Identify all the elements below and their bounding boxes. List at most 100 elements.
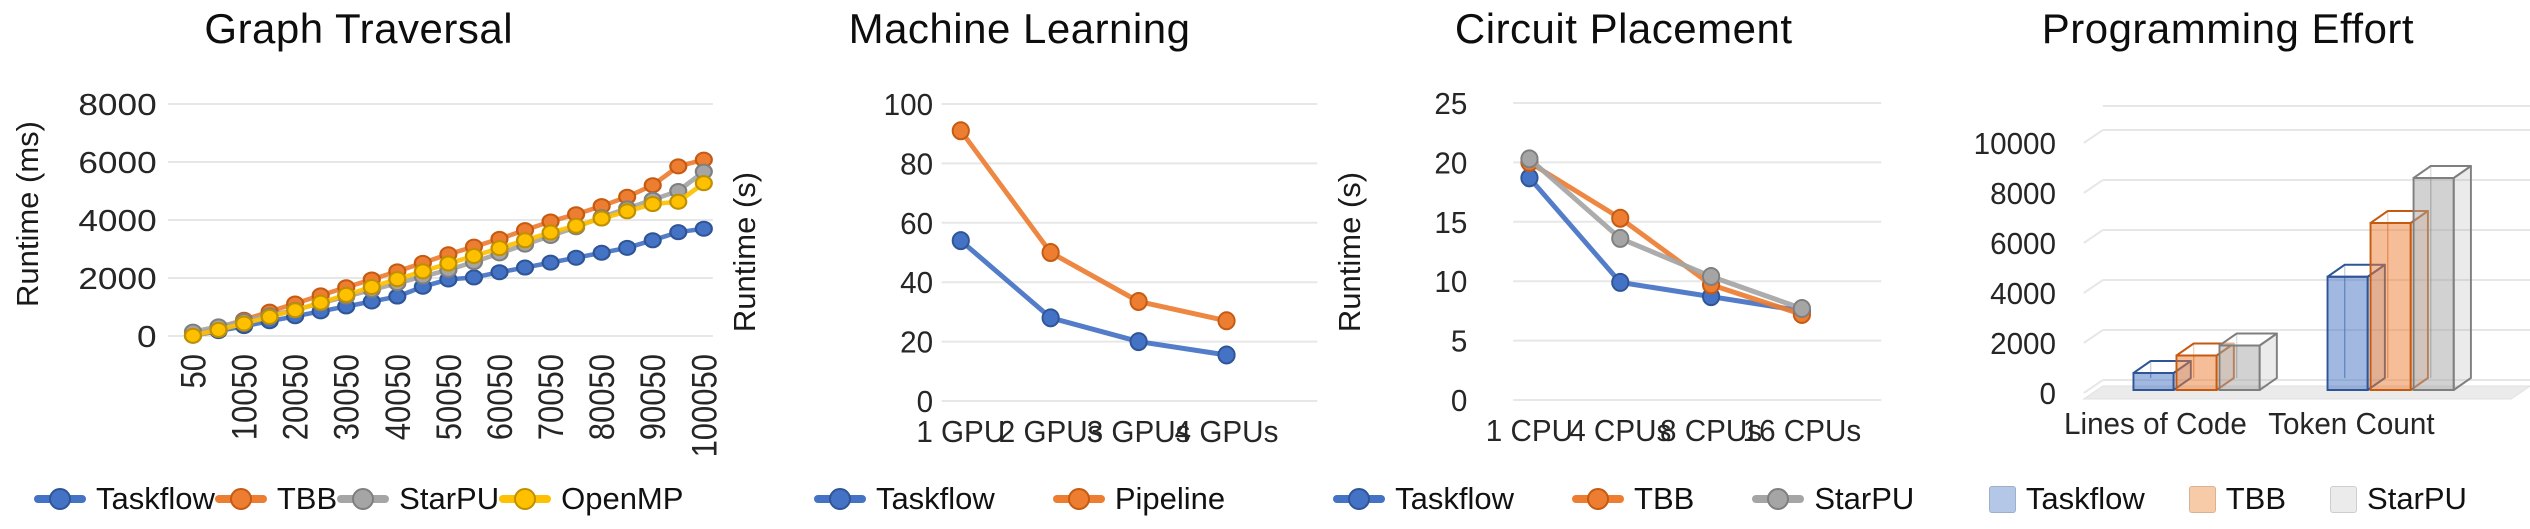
chart-title-graph-traversal: Graph Traversal bbox=[204, 5, 514, 52]
legend-label: TBB bbox=[1634, 481, 1695, 516]
legend-label: Taskflow bbox=[2025, 481, 2145, 516]
svg-text:50050: 50050 bbox=[430, 354, 469, 440]
line-marker-icon bbox=[214, 488, 267, 510]
svg-text:60050: 60050 bbox=[481, 354, 520, 440]
legend-label: OpenMP bbox=[561, 481, 684, 516]
line-marker-icon bbox=[1572, 488, 1625, 510]
plot-area-circuit-placement: Runtime (s) 0 5 10 15 20 25 1 CPU 4 CPUs 8 CPUs 1… bbox=[1322, 56, 1926, 469]
svg-text:6000: 6000 bbox=[78, 146, 156, 181]
svg-text:20: 20 bbox=[1434, 147, 1467, 181]
svg-text:60: 60 bbox=[901, 207, 934, 241]
svg-text:15: 15 bbox=[1434, 206, 1467, 240]
line-marker-icon bbox=[1752, 488, 1805, 510]
legend-label: TBB bbox=[276, 481, 338, 516]
line-marker-icon bbox=[1333, 488, 1386, 510]
legend: Taskflow TBB StarPU bbox=[1322, 469, 1926, 529]
legend-item-pipeline: Pipeline bbox=[1052, 481, 1226, 517]
legend-label: StarPU bbox=[399, 481, 500, 516]
svg-text:80: 80 bbox=[901, 148, 934, 182]
plot-area-graph-traversal: Runtime (ms) 0 2000 4000 6000 8000 50 10050 200… bbox=[0, 56, 717, 469]
line-marker-icon bbox=[813, 488, 866, 510]
legend-item-openmp: OpenMP bbox=[499, 481, 683, 517]
plot-area-programming-effort: 0 2000 4000 6000 8000 10000 Lines of Code Token… bbox=[1926, 56, 2530, 469]
svg-text:10050: 10050 bbox=[226, 354, 265, 440]
legend-label: TBB bbox=[2225, 481, 2287, 516]
svg-text:0: 0 bbox=[1450, 384, 1466, 418]
legend-item-starpu: StarPU bbox=[337, 481, 499, 517]
svg-text:40050: 40050 bbox=[379, 354, 418, 440]
legend-label: StarPU bbox=[1814, 481, 1915, 516]
chart-title-programming-effort: Programming Effort bbox=[2041, 5, 2415, 52]
svg-text:6000: 6000 bbox=[1990, 227, 2056, 261]
svg-text:4 GPUs: 4 GPUs bbox=[1175, 415, 1279, 449]
svg-text:2 GPUs: 2 GPUs bbox=[999, 415, 1103, 449]
svg-text:16 CPUs: 16 CPUs bbox=[1742, 414, 1861, 448]
legend-item-starpu: StarPU bbox=[2330, 481, 2467, 517]
chart-panel-graph-traversal: Graph Traversal Runtime (ms) 0 2000 4000 60… bbox=[0, 0, 717, 529]
bar-swatch-icon bbox=[2188, 485, 2216, 513]
svg-text:8000: 8000 bbox=[78, 88, 156, 123]
svg-text:100050: 100050 bbox=[686, 354, 718, 457]
legend-item-tbb: TBB bbox=[2188, 481, 2287, 517]
legend-label: Taskflow bbox=[875, 481, 995, 516]
legend-label: Taskflow bbox=[1395, 481, 1515, 516]
line-marker-icon bbox=[337, 488, 390, 510]
svg-text:2000: 2000 bbox=[1990, 327, 2056, 361]
legend-label: Taskflow bbox=[96, 481, 215, 516]
svg-text:10: 10 bbox=[1434, 266, 1467, 300]
legend-item-taskflow: Taskflow bbox=[813, 481, 995, 517]
legend-item-taskflow: Taskflow bbox=[1333, 481, 1514, 517]
svg-text:2000: 2000 bbox=[78, 262, 156, 297]
y-axis-title: Runtime (s) bbox=[727, 171, 763, 333]
legend: Taskflow Pipeline bbox=[717, 469, 1321, 529]
svg-text:50: 50 bbox=[175, 354, 214, 388]
legend: Taskflow TBB StarPU bbox=[1926, 469, 2530, 529]
legend-item-tbb: TBB bbox=[1572, 481, 1694, 517]
svg-text:4000: 4000 bbox=[78, 204, 156, 239]
svg-text:100: 100 bbox=[884, 88, 933, 122]
svg-text:10000: 10000 bbox=[1973, 127, 2055, 161]
legend-label: StarPU bbox=[2367, 481, 2467, 516]
svg-text:20050: 20050 bbox=[277, 354, 316, 440]
svg-text:8000: 8000 bbox=[1990, 177, 2056, 211]
chart-panel-circuit-placement: Circuit Placement Runtime (s) 0 5 10 15 20 25… bbox=[1322, 0, 1926, 529]
svg-text:5: 5 bbox=[1450, 325, 1466, 359]
plot-area-machine-learning: Runtime (s) 0 20 40 60 80 100 1 GPU 2 GPUs 3 GPU… bbox=[717, 56, 1321, 469]
svg-text:30050: 30050 bbox=[328, 354, 367, 440]
legend-item-taskflow: Taskflow bbox=[34, 481, 215, 517]
line-marker-icon bbox=[1052, 488, 1105, 510]
svg-text:8 CPUs: 8 CPUs bbox=[1660, 414, 1762, 448]
svg-text:1 GPU: 1 GPU bbox=[917, 415, 1006, 449]
svg-text:4 CPUs: 4 CPUs bbox=[1569, 414, 1671, 448]
svg-text:Token Count: Token Count bbox=[2268, 407, 2435, 441]
legend-item-taskflow: Taskflow bbox=[1988, 481, 2145, 517]
svg-text:90050: 90050 bbox=[634, 354, 673, 440]
legend: Taskflow TBB StarPU OpenMP bbox=[0, 469, 717, 529]
y-axis-title: Runtime (ms) bbox=[10, 120, 45, 308]
y-axis-title: Runtime (s) bbox=[1331, 171, 1367, 333]
svg-text:0: 0 bbox=[137, 320, 157, 355]
legend-item-starpu: StarPU bbox=[1752, 481, 1914, 517]
svg-text:70050: 70050 bbox=[532, 354, 571, 440]
svg-text:25: 25 bbox=[1434, 87, 1467, 121]
svg-text:4000: 4000 bbox=[1990, 277, 2056, 311]
svg-text:0: 0 bbox=[2039, 377, 2055, 411]
line-marker-icon bbox=[34, 488, 86, 510]
svg-text:3 GPUs: 3 GPUs bbox=[1087, 415, 1191, 449]
chart-panel-machine-learning: Machine Learning Runtime (s) 0 20 40 60 80 10… bbox=[717, 0, 1321, 529]
chart-title-machine-learning: Machine Learning bbox=[848, 5, 1191, 52]
svg-text:20: 20 bbox=[901, 326, 934, 360]
line-marker-icon bbox=[499, 488, 552, 510]
svg-text:40: 40 bbox=[901, 267, 934, 301]
svg-text:0: 0 bbox=[917, 385, 933, 419]
chart-title-circuit-placement: Circuit Placement bbox=[1454, 5, 1793, 52]
legend-label: Pipeline bbox=[1114, 481, 1226, 516]
programming-effort-plot: 0 2000 4000 6000 8000 10000 Lines of Code Token… bbox=[1973, 105, 2530, 441]
legend-item-tbb: TBB bbox=[214, 481, 338, 517]
bar-swatch-icon bbox=[2330, 485, 2358, 513]
svg-text:80050: 80050 bbox=[583, 354, 622, 440]
svg-text:Lines of Code: Lines of Code bbox=[2064, 407, 2247, 441]
